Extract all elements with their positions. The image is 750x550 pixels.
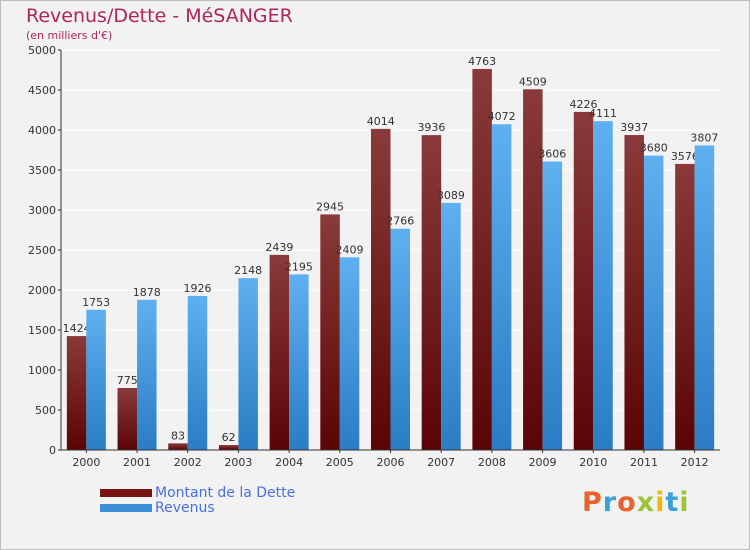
bar-revenus <box>593 121 613 451</box>
legend-swatch-revenus <box>100 504 152 512</box>
legend-swatch-dette <box>100 489 152 497</box>
value-label-dette: 1424 <box>63 322 91 335</box>
y-tick-label: 5000 <box>28 44 56 57</box>
bar-revenus <box>137 299 157 450</box>
y-tick-label: 1500 <box>28 324 56 337</box>
bar-dette <box>624 135 644 451</box>
bar-revenus <box>238 278 258 450</box>
bar-revenus <box>694 145 715 450</box>
bar-dette <box>117 388 138 450</box>
x-tick-label: 2009 <box>529 456 557 469</box>
x-tick-label: 2006 <box>377 456 405 469</box>
legend-label-revenus: Revenus <box>155 500 215 516</box>
bar-dette <box>573 111 594 451</box>
y-tick-label: 3000 <box>28 204 56 217</box>
x-tick-label: 2004 <box>275 456 303 469</box>
bar-revenus <box>289 274 309 450</box>
bar-revenus <box>491 124 512 451</box>
chart-title: Revenus/Dette - MéSANGER <box>26 5 293 27</box>
value-label-dette: 4509 <box>519 75 547 88</box>
y-tick-label: 4000 <box>28 124 56 137</box>
value-label-dette: 2439 <box>265 241 293 254</box>
value-label-revenus: 4111 <box>589 107 617 120</box>
y-tick-label: 1000 <box>28 364 56 377</box>
x-tick-label: 2003 <box>224 456 252 469</box>
y-tick-label: 2000 <box>28 284 56 297</box>
x-tick-label: 2001 <box>123 456 151 469</box>
bar-revenus <box>86 309 106 450</box>
value-label-dette: 3576 <box>671 150 699 163</box>
value-label-revenus: 2409 <box>336 243 364 256</box>
bar-revenus <box>390 228 410 450</box>
x-tick-label: 2000 <box>72 456 100 469</box>
value-label-dette: 4763 <box>468 55 496 68</box>
proxiti-logo: Proxiti <box>582 487 690 518</box>
bar-dette <box>269 254 290 450</box>
value-label-revenus: 4072 <box>488 110 516 123</box>
x-tick-label: 2012 <box>681 456 709 469</box>
value-label-revenus: 1926 <box>183 282 211 295</box>
bar-dette <box>523 89 543 450</box>
x-tick-label: 2011 <box>630 456 658 469</box>
bar-dette <box>675 163 695 451</box>
y-tick-label: 4500 <box>28 84 56 97</box>
value-label-dette: 2945 <box>316 200 344 213</box>
value-label-dette: 4226 <box>570 98 598 111</box>
bar-dette <box>168 443 188 450</box>
value-label-revenus: 3606 <box>538 148 566 161</box>
x-tick-label: 2008 <box>478 456 506 469</box>
bar-dette <box>320 214 340 450</box>
x-tick-label: 2005 <box>326 456 354 469</box>
bar-dette <box>472 68 492 451</box>
value-label-dette: 3937 <box>620 121 648 134</box>
value-label-revenus: 1753 <box>82 296 110 309</box>
value-label-dette: 775 <box>117 374 138 387</box>
x-tick-label: 2007 <box>427 456 455 469</box>
value-label-revenus: 2148 <box>234 264 262 277</box>
value-label-dette: 4014 <box>367 115 395 128</box>
bar-revenus <box>187 295 208 450</box>
y-tick-label: 0 <box>49 444 56 457</box>
value-label-dette: 62 <box>222 431 236 444</box>
y-tick-label: 2500 <box>28 244 56 257</box>
value-label-revenus: 3089 <box>437 189 465 202</box>
chart-subtitle: (en milliers d'€) <box>26 29 113 42</box>
value-label-revenus: 2766 <box>386 215 414 228</box>
y-tick-label: 3500 <box>28 164 56 177</box>
bar-dette <box>421 135 442 450</box>
value-label-revenus: 2195 <box>285 260 313 273</box>
value-label-revenus: 1878 <box>133 286 161 299</box>
bar-dette <box>371 128 391 450</box>
bar-dette <box>218 445 239 450</box>
value-label-revenus: 3807 <box>690 131 718 144</box>
legend-label-dette: Montant de la Dette <box>155 485 296 501</box>
bar-revenus <box>542 161 563 450</box>
bar-revenus <box>643 155 664 450</box>
bar-revenus <box>339 257 360 450</box>
value-label-dette: 83 <box>171 429 185 442</box>
value-label-dette: 3936 <box>417 121 445 134</box>
x-tick-label: 2002 <box>174 456 202 469</box>
bar-revenus <box>441 202 461 450</box>
y-tick-label: 500 <box>35 404 56 417</box>
value-label-revenus: 3680 <box>640 142 668 155</box>
bar-dette <box>66 336 87 450</box>
x-tick-label: 2010 <box>579 456 607 469</box>
